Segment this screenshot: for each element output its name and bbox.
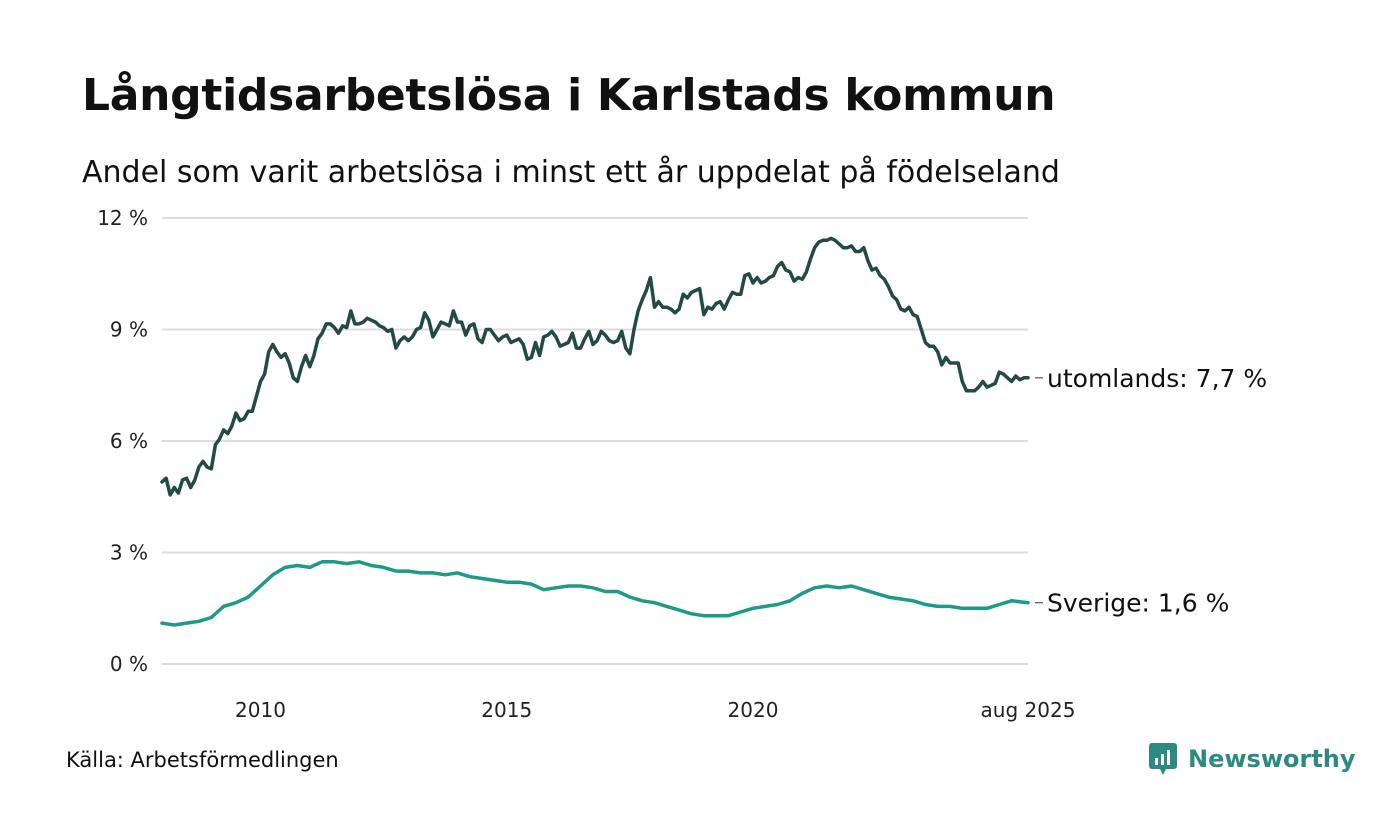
series-labels: utomlands: 7,7 % Sverige: 1,6 % (1035, 364, 1267, 618)
brand-logo: Newsworthy (1148, 742, 1356, 776)
series-line-utomlands (160, 236, 1030, 497)
newsworthy-logo-icon (1149, 743, 1177, 775)
x-tick-label: 2020 (728, 698, 779, 722)
x-axis: 2010 2015 2020 aug 2025 (235, 698, 1075, 722)
x-tick-label: aug 2025 (981, 698, 1076, 722)
y-tick-label: 9 % (110, 318, 148, 342)
x-tick-label: 2010 (235, 698, 286, 722)
series-line-sverige (160, 560, 1030, 627)
grid-layer (162, 217, 1028, 665)
series-layer (160, 236, 1030, 627)
series-end-label: Sverige: 1,6 % (1047, 589, 1229, 618)
y-tick-label: 6 % (110, 429, 148, 453)
chart-subtitle: Andel som varit arbetslösa i minst ett å… (82, 155, 1060, 190)
brand-name: Newsworthy (1188, 745, 1356, 773)
y-tick-label: 12 % (97, 206, 148, 230)
y-axis: 0 % 3 % 6 % 9 % 12 % (97, 206, 148, 676)
source-note: Källa: Arbetsförmedlingen (66, 748, 339, 772)
chart-title: Långtidsarbetslösa i Karlstads kommun (82, 70, 1056, 121)
x-tick-label: 2015 (481, 698, 532, 722)
y-tick-label: 3 % (110, 541, 148, 565)
series-end-label: utomlands: 7,7 % (1047, 364, 1267, 393)
y-tick-label: 0 % (110, 652, 148, 676)
